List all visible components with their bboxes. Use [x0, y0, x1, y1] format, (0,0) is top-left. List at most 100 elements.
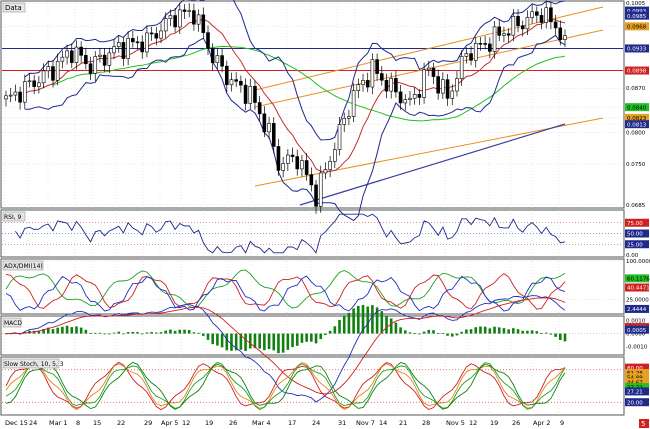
- x-tick-label: 28: [422, 419, 430, 427]
- candle-body: [201, 14, 206, 33]
- price-tag-label: 50.00: [627, 232, 643, 238]
- panel-frames: [0, 0, 625, 416]
- macd-histogram-bar: [216, 333, 219, 346]
- macd-histogram-bar: [150, 332, 153, 334]
- slow-moving-average-line: [299, 123, 566, 206]
- macd-histogram-bar: [446, 333, 449, 336]
- candle-body: [347, 116, 351, 119]
- macd-histogram-bar: [352, 308, 355, 334]
- candle-body: [342, 117, 347, 125]
- candle-body: [384, 79, 389, 92]
- candle-body: [220, 55, 224, 67]
- price-tag-label: 0.0005: [627, 328, 647, 334]
- x-tick-label: 17: [288, 419, 296, 427]
- candle-body: [281, 163, 285, 171]
- macd-histogram-bar: [281, 333, 285, 353]
- candle-body: [290, 154, 295, 157]
- macd-histogram-bar: [540, 333, 543, 334]
- x-tick-label: 12: [182, 419, 190, 427]
- candle-body: [403, 99, 408, 104]
- x-tick-label: Apr 5: [161, 419, 178, 427]
- macd-histogram-bar: [89, 332, 92, 334]
- x-tick-label: Mar 4: [252, 419, 270, 427]
- candle-body: [229, 79, 234, 86]
- price-tag-label: 27.21: [627, 390, 643, 396]
- candle-body: [46, 66, 51, 72]
- candle-body: [497, 26, 502, 36]
- minus-di-line: [5, 275, 566, 312]
- candle-body: [483, 43, 487, 45]
- y-tick-label: -0.0010: [626, 345, 648, 351]
- x-tick-label: 22: [117, 419, 125, 427]
- candle-body: [431, 67, 436, 77]
- price-tag-label: 0.0933: [627, 47, 647, 53]
- macd-histogram-bar: [70, 327, 74, 334]
- candle-body: [8, 94, 13, 97]
- macd-histogram-bar: [338, 319, 341, 334]
- macd-histogram-bar: [136, 332, 139, 334]
- price-tag: [625, 274, 649, 283]
- price-tag: [625, 66, 649, 75]
- macd-histogram-bar: [225, 333, 229, 351]
- candle-body: [563, 35, 567, 40]
- price-tag-label: 80.00: [627, 366, 643, 372]
- candle-body: [333, 149, 337, 162]
- stoch-d-line: [5, 361, 566, 411]
- candle-body: [13, 91, 18, 96]
- macd-histogram-bar: [488, 328, 492, 334]
- macd-histogram-bar: [497, 327, 501, 334]
- candle-body: [84, 55, 88, 65]
- plus-di-line: [5, 273, 566, 310]
- candle-body: [18, 91, 22, 103]
- macd-histogram-bar: [418, 333, 421, 335]
- price-tag-label: 0.0968: [627, 25, 647, 31]
- macd-histogram-bar: [375, 307, 379, 334]
- price-tag: [625, 229, 649, 238]
- price-tag-label: 60.1176: [627, 277, 650, 283]
- price-tag-label: 2.4444: [627, 307, 647, 313]
- candle-body: [154, 33, 159, 39]
- macd-histogram-bar: [117, 331, 121, 334]
- macd-histogram-bar: [460, 331, 463, 334]
- macd-histogram-bar: [61, 326, 64, 334]
- candle-body: [464, 53, 469, 57]
- rsi-line: [15, 213, 566, 254]
- candle-body: [445, 79, 450, 99]
- stoch-d-fast-line: [5, 361, 566, 410]
- macd-histogram-bar: [526, 330, 529, 334]
- price-tag-label: 0.0985: [627, 14, 647, 20]
- price-tag-label: 0.0813: [627, 122, 647, 128]
- price-tag: [625, 11, 649, 20]
- y-tick-label: 0.0000: [626, 332, 646, 338]
- macd-histogram-bar: [220, 333, 224, 348]
- macd-histogram-bar: [108, 333, 111, 335]
- candle-body: [257, 102, 262, 115]
- macd-histogram-bar: [357, 305, 360, 334]
- price-tag: [625, 103, 649, 112]
- y-tick-label: 0.1005: [626, 1, 646, 7]
- macd-histogram-bar: [563, 333, 567, 342]
- candle-body: [370, 59, 375, 88]
- macd-histogram-bar: [427, 329, 431, 334]
- macd-histogram-bar: [103, 333, 106, 335]
- macd-histogram-bar: [187, 329, 191, 334]
- candle-body: [271, 123, 276, 147]
- macd-panel-frame: [0, 315, 625, 356]
- macd-histogram-bar: [544, 332, 548, 334]
- price-tag: [625, 387, 649, 396]
- macd-histogram-bar: [84, 329, 88, 334]
- macd-histogram-bar: [295, 333, 299, 346]
- price-tag: [625, 304, 649, 313]
- stoch-title-box: [2, 358, 60, 369]
- macd-histogram-bar: [474, 327, 478, 334]
- corner-badge[interactable]: [639, 419, 649, 428]
- x-tick-label: Dec 15: [5, 419, 28, 427]
- macd-histogram-bar: [253, 333, 257, 349]
- bollinger-upper-line: [24, 0, 566, 141]
- candle-body: [262, 113, 267, 133]
- macd-histogram-bar: [37, 330, 41, 334]
- candle-body: [116, 42, 121, 47]
- candle-body: [300, 160, 304, 170]
- macd-histogram-bar: [328, 330, 332, 334]
